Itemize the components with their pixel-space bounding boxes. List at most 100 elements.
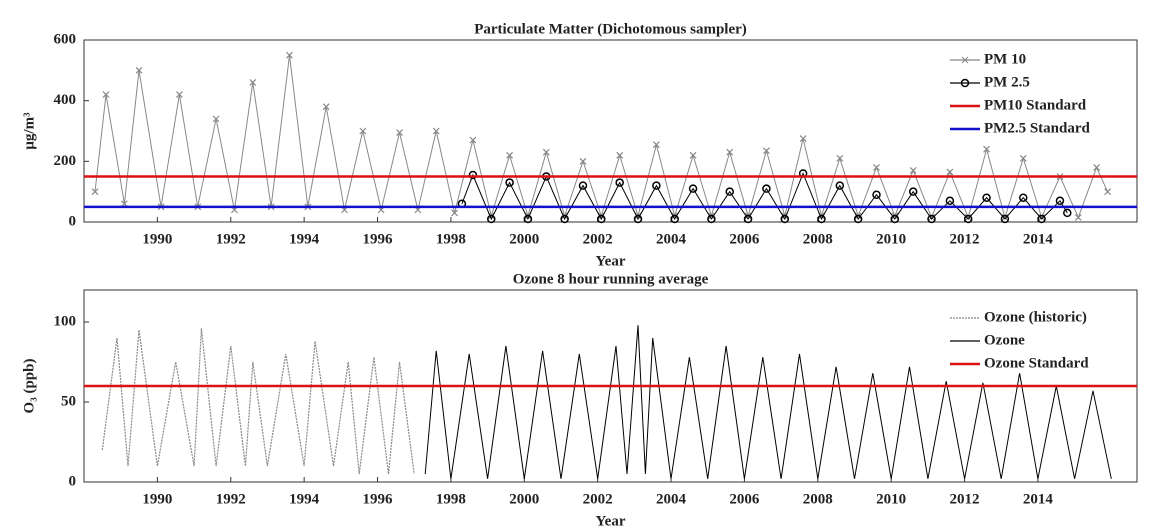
x-marker [396,129,403,136]
x-tick-label: 2002 [583,491,613,507]
x-marker [873,163,880,171]
circle-marker [982,193,991,202]
data-line [101,328,415,475]
x-tick-label: 2008 [803,491,833,507]
circle-marker [1063,208,1072,218]
y-tick-label: 400 [54,92,77,108]
data-line [461,172,1068,221]
x-marker [175,91,183,99]
x-tick-label: 2004 [656,231,687,247]
x-marker [249,79,257,86]
x-marker [135,66,143,74]
circle-marker [707,214,716,224]
x-marker [689,151,697,159]
circle-marker [945,196,955,206]
x-marker [579,157,587,165]
x-marker [909,167,917,174]
x-axis-label: Year [596,253,626,269]
circle-marker [725,187,734,196]
circle-marker [762,184,771,193]
legend-marker [961,56,969,64]
chart-title: Ozone 8 hour running average [513,271,709,287]
x-tick-label: 2006 [729,231,760,247]
x-marker [1019,154,1027,162]
circle-marker [853,214,863,224]
circle-marker [523,214,533,224]
circle-marker [670,214,679,224]
x-tick-label: 1996 [363,231,394,247]
x-marker [726,148,734,156]
x-marker [946,168,954,176]
x-tick-label: 1998 [436,231,466,247]
y-tick-label: 0 [69,473,77,489]
circle-marker [780,214,790,224]
x-tick-label: 1994 [289,491,320,507]
circle-marker [1037,214,1046,224]
x-tick-label: 2012 [950,231,980,247]
circle-marker [652,181,661,190]
legend-marker [960,78,970,88]
x-tick-label: 1996 [363,491,394,507]
y-tick-label: 0 [69,213,77,229]
circle-marker [927,214,936,224]
circle-marker [817,214,826,224]
x-tick-label: 2008 [803,231,833,247]
x-tick-label: 1994 [289,231,320,247]
circle-marker [633,214,643,224]
legend-label: Ozone (historic) [984,309,1087,325]
legend-label: Ozone Standard [984,355,1089,371]
x-marker [983,145,990,153]
x-marker [322,103,330,111]
x-marker [836,154,844,162]
circle-marker [963,214,973,224]
x-marker [799,135,807,143]
x-marker [506,151,514,159]
chart-title: Particulate Matter (Dichotomous sampler) [474,21,747,37]
x-tick-label: 2014 [1023,231,1054,247]
x-marker [91,188,99,196]
x-marker [359,127,367,135]
y-tick-label: 50 [61,393,76,409]
circle-marker [505,178,514,187]
x-tick-label: 1990 [142,231,172,247]
data-line [424,325,1112,479]
legend-label: PM2.5 Standard [984,120,1091,136]
x-tick-label: 2004 [656,491,687,507]
x-tick-label: 1998 [436,491,466,507]
circle-marker [688,184,698,193]
x-tick-label: 2000 [509,231,539,247]
circle-marker [1019,193,1028,202]
x-tick-label: 2012 [950,491,980,507]
x-marker [212,115,220,123]
circle-marker [578,181,588,190]
circle-marker [743,214,753,224]
x-tick-label: 2002 [583,231,613,247]
x-axis-label: Year [596,513,626,529]
circle-marker [872,190,881,199]
y-axis-label: μg/m³ [21,112,37,150]
plot-area [83,39,1138,223]
x-tick-label: 2014 [1023,491,1054,507]
circle-marker [487,214,496,224]
circle-marker [615,178,624,187]
x-marker [469,136,477,144]
x-marker [102,91,110,99]
x-tick-label: 1992 [216,231,246,247]
circle-marker [1000,214,1010,224]
circle-marker [908,187,918,196]
circle-marker [468,170,478,180]
y-tick-label: 100 [54,313,77,329]
x-marker [1074,214,1082,221]
x-marker [451,209,458,217]
x-tick-label: 2010 [876,231,906,247]
circle-marker [1055,196,1065,206]
legend-label: PM 10 [984,51,1026,67]
y-tick-label: 200 [54,153,77,169]
legend-label: Ozone [984,332,1025,348]
y-tick-label: 600 [54,31,77,47]
x-marker [432,127,440,135]
x-tick-label: 1992 [216,491,246,507]
circle-marker [560,214,569,224]
x-marker [763,147,770,155]
